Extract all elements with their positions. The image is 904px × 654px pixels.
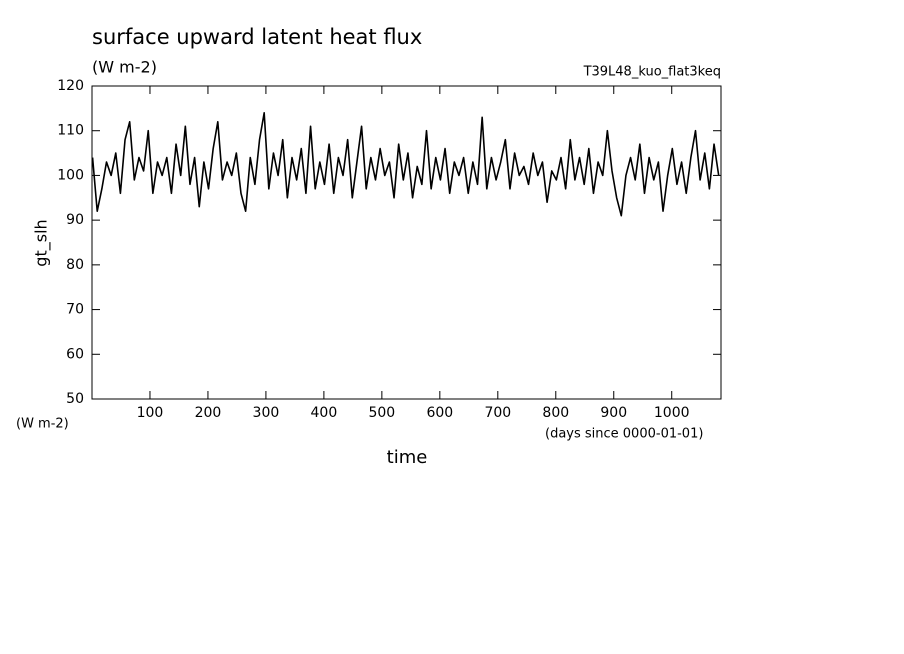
x-tick-label: 700 bbox=[484, 405, 511, 421]
x-tick-label: 800 bbox=[542, 405, 569, 421]
x-tick-label: 100 bbox=[137, 405, 164, 421]
data-line bbox=[91, 112, 720, 217]
y-tick-label: 100 bbox=[57, 167, 84, 183]
y-tick-label: 80 bbox=[66, 257, 84, 273]
chart-title: surface upward latent heat flux bbox=[92, 25, 422, 49]
y-tick-label: 110 bbox=[57, 123, 84, 139]
y-tick-label: 120 bbox=[57, 78, 84, 94]
annotation: T39L48_kuo_flat3keq bbox=[583, 65, 721, 80]
x-tick-label: 300 bbox=[253, 405, 280, 421]
x-tick-label: 600 bbox=[426, 405, 453, 421]
y-units: (W m-2) bbox=[16, 417, 69, 432]
plot-frame bbox=[91, 85, 722, 400]
chart-subtitle: (W m-2) bbox=[92, 58, 157, 77]
y-tick-label: 90 bbox=[66, 212, 84, 228]
x-axis-label: time bbox=[387, 447, 428, 468]
y-axis-label: gt_slh bbox=[32, 219, 52, 266]
y-tick-label: 70 bbox=[66, 302, 84, 318]
x-tick-label: 1000 bbox=[654, 405, 690, 421]
y-tick-label: 50 bbox=[66, 391, 84, 407]
x-units: (days since 0000-01-01) bbox=[545, 427, 703, 442]
x-tick-label: 500 bbox=[368, 405, 395, 421]
x-tick-label: 200 bbox=[195, 405, 222, 421]
x-tick-label: 900 bbox=[600, 405, 627, 421]
x-tick-label: 400 bbox=[311, 405, 338, 421]
y-tick-label: 60 bbox=[66, 346, 84, 362]
